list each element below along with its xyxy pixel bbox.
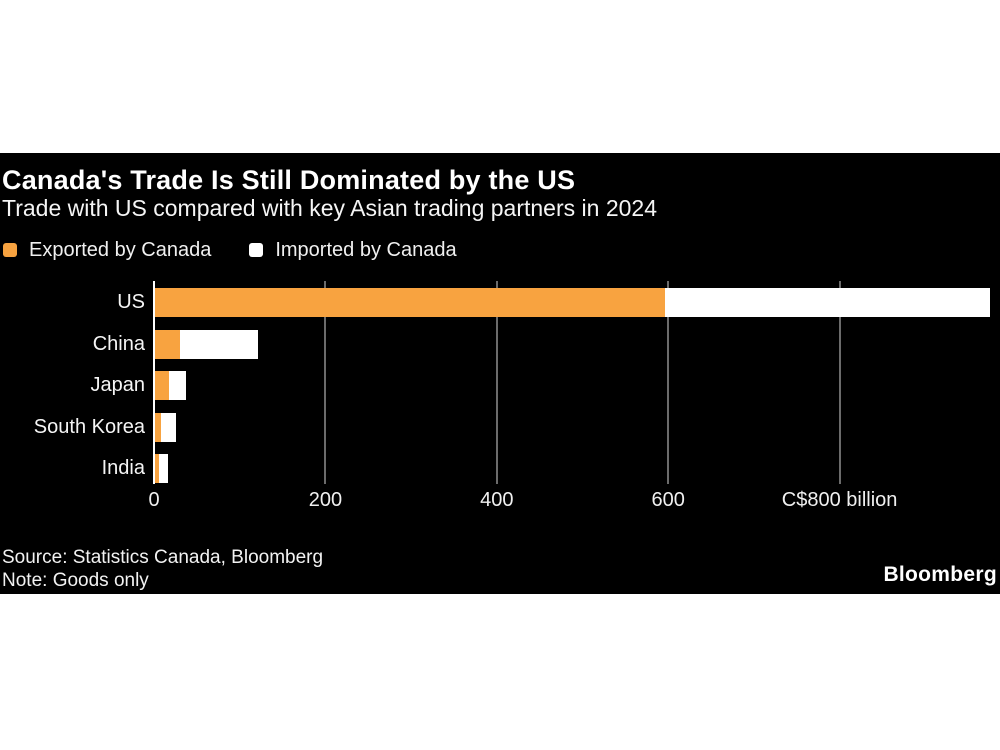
bar-imported-segment (179, 329, 258, 359)
legend-swatch-exported-icon (3, 243, 17, 257)
bar-row: India (0, 454, 1000, 483)
y-axis-line (153, 281, 155, 484)
bar-imported-segment (664, 288, 991, 317)
category-label: US (117, 291, 145, 313)
chart-panel: Canada's Trade Is Still Dominated by the… (0, 153, 1000, 594)
bar-exported-segment (154, 329, 180, 359)
bar-imported-segment (160, 412, 177, 442)
bar-imported-segment (168, 371, 186, 400)
bar-row: South Korea (0, 412, 1000, 442)
x-tick-label: 600 (651, 489, 685, 511)
plot-area: US China Japan South Korea India 0 200 400 600 C$… (0, 153, 1000, 594)
x-tick-label: 0 (148, 489, 160, 511)
gridline (324, 281, 327, 484)
x-tick-label: 400 (480, 489, 514, 511)
bar-exported-segment (154, 371, 169, 400)
legend: Exported by Canada Imported by Canada (3, 239, 457, 261)
legend-item-imported: Imported by Canada (249, 238, 457, 261)
x-tick-label: C$800 billion (781, 489, 898, 511)
chart-subtitle: Trade with US compared with key Asian tr… (2, 195, 657, 221)
bar-exported-segment (154, 454, 160, 483)
x-tick-label: 200 (308, 489, 343, 511)
category-label: China (92, 332, 145, 355)
chart-title: Canada's Trade Is Still Dominated by the… (2, 165, 576, 195)
bar-exported-segment (154, 412, 161, 442)
category-label: South Korea (33, 415, 145, 438)
bar-row: Japan (0, 371, 1000, 400)
gridline (667, 281, 670, 484)
bloomberg-logo: Bloomberg (883, 563, 997, 586)
gridline (838, 281, 841, 484)
bar-exported-segment (154, 288, 665, 317)
legend-swatch-imported-icon (249, 243, 264, 257)
category-label: Japan (90, 374, 146, 396)
bar-imported-segment (159, 454, 168, 483)
category-label: India (101, 457, 145, 479)
note-line: Note: Goods only (2, 570, 149, 591)
bar-row: US (0, 288, 1000, 317)
source-line: Source: Statistics Canada, Bloomberg (2, 547, 324, 568)
gridline (495, 281, 498, 484)
legend-label-imported: Imported by Canada (275, 238, 457, 261)
legend-item-exported: Exported by Canada (3, 239, 211, 261)
bar-row: China (0, 329, 1000, 359)
legend-label-exported: Exported by Canada (29, 238, 212, 261)
